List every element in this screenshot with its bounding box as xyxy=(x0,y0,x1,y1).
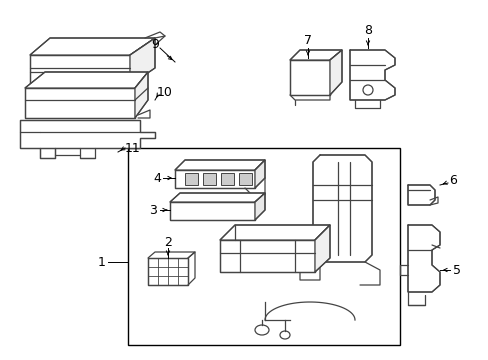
Polygon shape xyxy=(289,60,329,95)
Polygon shape xyxy=(254,193,264,220)
Bar xyxy=(128,148,399,345)
Text: 3: 3 xyxy=(149,203,157,216)
Text: 9: 9 xyxy=(151,37,159,50)
Polygon shape xyxy=(220,240,314,272)
Polygon shape xyxy=(175,170,254,188)
Text: 8: 8 xyxy=(363,23,371,36)
Polygon shape xyxy=(349,50,394,100)
Polygon shape xyxy=(130,38,155,85)
Polygon shape xyxy=(289,50,341,60)
Text: 6: 6 xyxy=(448,174,456,186)
Polygon shape xyxy=(170,202,254,220)
Polygon shape xyxy=(329,50,341,95)
Text: 7: 7 xyxy=(304,33,311,46)
Bar xyxy=(239,173,251,185)
Bar xyxy=(203,173,216,185)
Polygon shape xyxy=(175,160,264,170)
Polygon shape xyxy=(25,88,135,118)
Polygon shape xyxy=(135,72,148,118)
Text: 2: 2 xyxy=(164,235,172,248)
Polygon shape xyxy=(407,225,439,292)
Polygon shape xyxy=(25,72,148,88)
Polygon shape xyxy=(312,155,371,262)
Bar xyxy=(221,173,234,185)
Polygon shape xyxy=(314,225,329,272)
Polygon shape xyxy=(254,160,264,188)
Polygon shape xyxy=(30,55,130,85)
Polygon shape xyxy=(170,193,264,202)
Polygon shape xyxy=(220,225,329,240)
Polygon shape xyxy=(30,38,155,55)
Text: 11: 11 xyxy=(125,141,141,154)
Bar xyxy=(184,173,198,185)
Polygon shape xyxy=(148,258,187,285)
Polygon shape xyxy=(407,185,434,205)
Polygon shape xyxy=(20,120,155,148)
Text: 5: 5 xyxy=(452,264,460,276)
Text: 10: 10 xyxy=(157,85,173,99)
Text: 1: 1 xyxy=(98,256,106,269)
Text: 4: 4 xyxy=(153,171,161,184)
